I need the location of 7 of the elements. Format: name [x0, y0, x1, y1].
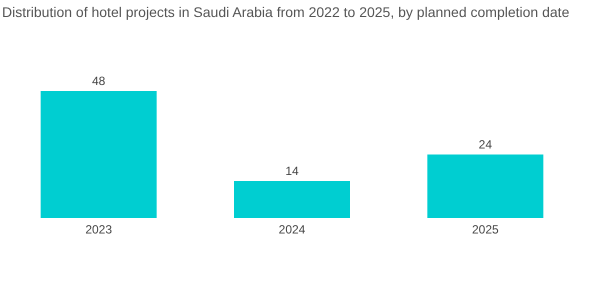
- data-label: 14: [285, 164, 299, 178]
- chart-title: Distribution of hotel projects in Saudi Arabia from 2022 to 2025, by planned completion date: [2, 4, 570, 20]
- data-label: 48: [92, 74, 106, 88]
- x-tick-label: 2024: [278, 222, 306, 236]
- x-tick-label: 2023: [85, 222, 112, 236]
- data-label: 24: [478, 138, 492, 152]
- x-tick-label: 2025: [472, 222, 500, 236]
